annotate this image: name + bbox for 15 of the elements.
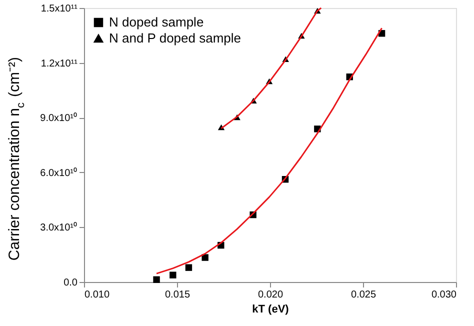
x-axis-title: kT (eV) — [252, 304, 290, 316]
legend-label: N doped sample — [109, 14, 204, 30]
y-axis-title: Carrier concentration nc (cm⁻²) — [6, 57, 27, 261]
x-tick-label: 0.020 — [258, 290, 284, 300]
y-tick-label: 6.0x10¹⁰ — [40, 166, 78, 179]
x-tick-label: 0.015 — [164, 290, 190, 300]
legend-label: N and P doped sample — [109, 30, 242, 46]
y-tick-label: 3.0x10¹⁰ — [40, 222, 78, 234]
y-tick-label: 1.2x10¹¹ — [40, 58, 78, 70]
y-tick-label: 0.0 — [64, 278, 78, 288]
y-tick-label: 1.5x10¹¹ — [40, 4, 78, 14]
x-tick-label: 0.025 — [350, 290, 376, 300]
y-tick-label: 9.0x10¹⁰ — [40, 112, 78, 124]
x-tick-label: 0.030 — [431, 290, 457, 300]
x-tick-label: 0.010 — [84, 290, 110, 300]
